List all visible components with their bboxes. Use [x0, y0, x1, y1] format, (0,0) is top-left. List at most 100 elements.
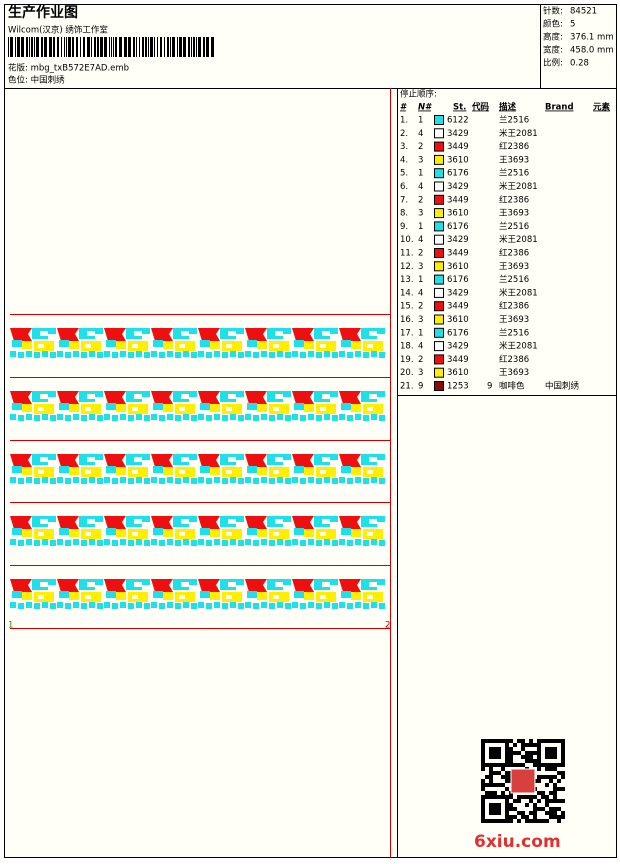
bar [91, 37, 92, 57]
qr-cell [545, 799, 549, 803]
qr-cell [553, 815, 557, 819]
qr-cell [489, 755, 493, 759]
qr-cell [497, 783, 501, 787]
chain-cyan [253, 603, 259, 609]
motif-cyan [106, 591, 116, 598]
motif-yellow [304, 529, 314, 537]
row-description: 红2386 [499, 141, 529, 152]
qr-cell [489, 747, 493, 751]
qr-cell [493, 791, 497, 795]
qr-cell [553, 767, 557, 771]
motif-red [292, 454, 314, 467]
row-stitch: 3429 [447, 182, 469, 192]
qr-cell [497, 795, 501, 799]
chain-cyan [104, 477, 110, 483]
chain-cyan [230, 602, 236, 608]
row-needle: 4 [418, 288, 423, 298]
bar [72, 37, 74, 57]
motif-yellow [34, 592, 54, 602]
chain-cyan [261, 414, 267, 420]
stop-sequence-title: 停止顺序: [400, 89, 437, 100]
motif-yellow [351, 467, 361, 475]
qr-cell [481, 739, 485, 743]
qr-cell [561, 747, 565, 751]
chain-cyan [136, 414, 142, 420]
chain-cyan [269, 415, 275, 421]
qr-cell [505, 743, 509, 747]
motif-red [198, 391, 220, 404]
motif-yellow [304, 404, 314, 412]
motif-yellow [81, 404, 101, 414]
motif-yellow [351, 341, 361, 349]
motif-cyan [79, 328, 103, 339]
bar [196, 37, 197, 57]
motif-yellow [222, 529, 242, 539]
chain-cyan [238, 415, 244, 421]
row-needle: 2 [418, 195, 423, 205]
chain-cyan [144, 540, 150, 546]
chain-cyan [34, 603, 40, 609]
chain-cyan [65, 540, 71, 546]
bar [80, 37, 81, 57]
chain-cyan [89, 414, 95, 420]
qr-cell [481, 767, 485, 771]
qr-cell [517, 795, 521, 799]
chain-cyan [198, 351, 204, 357]
motif-red [339, 454, 361, 467]
motif-cyan [59, 403, 69, 410]
chain-cyan [97, 603, 103, 609]
bar [150, 37, 153, 57]
motif-yellow [34, 341, 54, 351]
qr-cell [545, 803, 549, 807]
qr-cell [525, 755, 529, 759]
motif-yellow [210, 341, 220, 349]
motif-yellow [175, 404, 195, 414]
chain-cyan [324, 414, 330, 420]
bar [160, 37, 162, 57]
qr-cell [545, 795, 549, 799]
motif-yellow [222, 341, 242, 351]
chain-cyan [128, 352, 134, 358]
color-swatch [434, 381, 444, 391]
qr-cell [493, 755, 497, 759]
motif-red [292, 328, 314, 341]
chain-cyan [42, 602, 48, 608]
motif-red [245, 579, 267, 592]
chain-cyan [245, 539, 251, 545]
qr-cell [553, 787, 557, 791]
chain-cyan [183, 477, 189, 483]
chain-cyan [81, 352, 87, 358]
bar [109, 37, 110, 57]
chain-cyan [144, 352, 150, 358]
qr-cell [553, 799, 557, 803]
color-swatch [434, 354, 444, 365]
qr-cell [481, 807, 485, 811]
row-description: 兰2516 [499, 221, 529, 232]
qr-cell [509, 763, 513, 767]
chain-cyan [371, 602, 377, 608]
motif-cyan [126, 391, 150, 402]
row-index: 13. [400, 275, 414, 285]
chain-cyan [73, 414, 79, 420]
row-index: 5. [400, 169, 408, 179]
motif-yellow [269, 467, 289, 477]
row-needle: 2 [418, 142, 423, 152]
chain-cyan [151, 414, 157, 420]
motif-red [10, 391, 32, 404]
motif-cyan [314, 516, 338, 527]
qr-cell [521, 815, 525, 819]
row-index: 8. [400, 209, 408, 219]
motif-red [151, 328, 173, 341]
chain-cyan [151, 539, 157, 545]
motif-yellow [351, 404, 361, 412]
motif-yellow [128, 592, 148, 602]
chain-cyan [285, 603, 291, 609]
chain-cyan [97, 352, 103, 358]
motif-cyan [200, 466, 210, 473]
chain-cyan [222, 603, 228, 609]
row-index: 2. [400, 129, 408, 139]
motif-cyan [294, 340, 304, 347]
motif-cyan [294, 466, 304, 473]
qr-cell [537, 819, 541, 823]
